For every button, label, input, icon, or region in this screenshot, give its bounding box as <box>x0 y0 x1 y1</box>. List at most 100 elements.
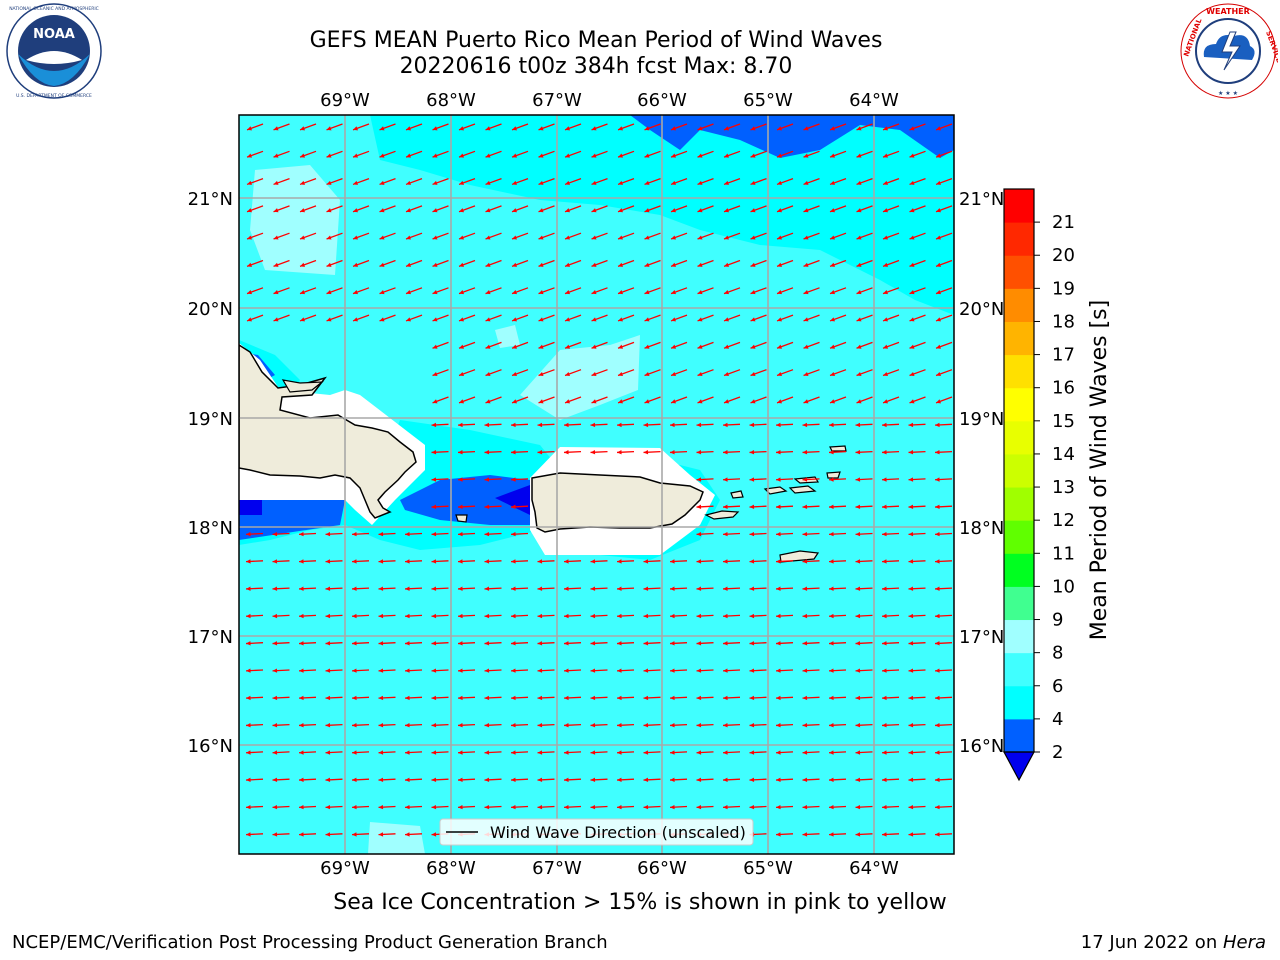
wind-wave-arrow-head <box>591 153 597 158</box>
wind-wave-arrow-head <box>829 477 834 482</box>
wind-wave-arrow-head <box>406 235 412 240</box>
wind-wave-arrow-head <box>643 422 649 428</box>
wind-wave-arrow-head <box>723 477 728 482</box>
wind-wave-arrow-head <box>565 317 571 322</box>
wind-wave-arrow-head <box>565 399 571 404</box>
svg-text:NOAA: NOAA <box>33 27 75 42</box>
wind-wave-arrow-head <box>484 641 490 646</box>
svg-text:★ ★ ★: ★ ★ ★ <box>1218 90 1238 97</box>
wind-wave-arrow-head <box>935 777 940 782</box>
wind-wave-arrow-head <box>856 208 862 213</box>
wind-wave-arrow-head <box>618 208 624 213</box>
wind-wave-arrow-head <box>776 641 781 646</box>
wind-wave-arrow-head <box>431 804 437 810</box>
wind-wave-arrow-head <box>485 208 491 213</box>
wind-wave-arrow-head <box>909 262 915 267</box>
wind-wave-arrow-head <box>882 477 887 482</box>
wind-wave-arrow-head <box>936 180 942 185</box>
wind-wave-arrow-head <box>750 371 756 377</box>
colorbar-segment <box>1004 354 1034 389</box>
wind-wave-arrow-head <box>802 613 808 619</box>
wind-wave-arrow-head <box>749 804 755 810</box>
wind-wave-arrow-head <box>246 804 251 810</box>
wind-wave-arrow-head <box>749 777 755 782</box>
wind-wave-arrow-head <box>723 723 728 728</box>
wind-wave-arrow-head <box>802 477 808 482</box>
wind-wave-arrow-head <box>458 586 463 591</box>
wind-wave-arrow-head <box>405 804 410 810</box>
wind-wave-arrow-head <box>565 344 571 349</box>
lon-label-bottom: 68°W <box>426 858 476 879</box>
wind-wave-arrow-head <box>591 208 597 213</box>
wind-wave-arrow-head <box>272 777 278 782</box>
wind-wave-arrow-head <box>459 208 465 213</box>
wind-wave-arrow-head <box>829 559 834 564</box>
wind-wave-arrow-head <box>855 504 861 509</box>
wind-wave-arrow-head <box>405 777 410 782</box>
wind-wave-arrow-head <box>432 153 438 158</box>
wind-wave-arrow-head <box>749 477 755 482</box>
wind-wave-arrow-head <box>485 399 491 404</box>
wind-wave-arrow-head <box>246 559 251 564</box>
wind-wave-arrow-head <box>564 559 569 564</box>
wind-wave-arrow-head <box>697 126 703 131</box>
map-frame <box>238 114 955 855</box>
wind-wave-arrow-head <box>856 344 862 349</box>
wind-wave-arrow-head <box>431 777 437 782</box>
wind-wave-arrow-head <box>565 208 571 213</box>
wind-wave-arrow-head <box>326 290 332 295</box>
wind-wave-arrow-head <box>909 153 915 158</box>
wind-wave-arrow-head <box>644 262 650 267</box>
lat-label-right: 19°N <box>959 409 1004 430</box>
wind-wave-arrow-head <box>511 422 516 428</box>
wind-wave-arrow-head <box>644 371 650 377</box>
wind-wave-arrow-head <box>802 586 808 591</box>
wind-wave-arrow-head <box>326 153 332 158</box>
wind-wave-arrow-head <box>590 695 596 701</box>
wind-wave-arrow-head <box>908 668 914 673</box>
wind-wave-arrow-head <box>777 180 783 185</box>
wind-wave-arrow-head <box>352 777 357 782</box>
wind-wave-arrow-head <box>802 422 808 428</box>
wind-wave-arrow-head <box>670 559 675 564</box>
wind-wave-arrow-head <box>671 290 677 295</box>
wind-wave-arrow-head <box>300 126 306 131</box>
wind-wave-arrow-head <box>299 777 304 782</box>
wind-wave-arrow-head <box>776 531 781 537</box>
wind-wave-arrow-head <box>643 641 649 646</box>
wind-wave-arrow-head <box>378 668 384 673</box>
wind-wave-arrow-head <box>485 290 491 295</box>
wind-wave-arrow-head <box>484 723 490 728</box>
wind-wave-arrow-head <box>723 450 728 455</box>
wind-wave-arrow-head <box>723 504 728 509</box>
lon-label-top: 68°W <box>426 90 476 111</box>
wind-wave-arrow-head <box>537 723 543 728</box>
wind-wave-arrow-head <box>802 641 808 646</box>
wind-wave-arrow-head <box>723 531 728 537</box>
wind-wave-arrow-head <box>670 804 675 810</box>
wind-wave-arrow-head <box>432 317 438 322</box>
wind-wave-arrow-head <box>697 208 703 213</box>
wind-wave-arrow-head <box>484 695 490 701</box>
wind-wave-arrow-head <box>671 371 677 377</box>
wind-wave-arrow-head <box>459 290 465 295</box>
wind-wave-arrow-head <box>406 153 412 158</box>
wind-wave-arrow-head <box>750 290 756 295</box>
wind-wave-arrow-head <box>485 126 491 131</box>
wind-wave-arrow-head <box>458 641 463 646</box>
wind-wave-arrow-head <box>829 695 834 701</box>
wind-wave-arrow-head <box>643 804 649 810</box>
wind-wave-arrow-head <box>935 531 940 537</box>
wind-wave-arrow-head <box>564 723 569 728</box>
wind-wave-arrow-head <box>272 668 278 673</box>
wind-wave-arrow-head <box>299 695 304 701</box>
wind-wave-arrow-head <box>432 126 438 131</box>
wind-wave-arrow-head <box>247 153 253 158</box>
wind-wave-arrow-head <box>352 586 357 591</box>
wind-wave-arrow-head <box>617 723 622 728</box>
wind-wave-arrow-head <box>299 613 304 619</box>
wind-wave-arrow-head <box>882 559 887 564</box>
wind-wave-arrow-head <box>299 641 304 646</box>
wind-wave-arrow-head <box>591 290 597 295</box>
wind-wave-arrow-head <box>803 290 809 295</box>
